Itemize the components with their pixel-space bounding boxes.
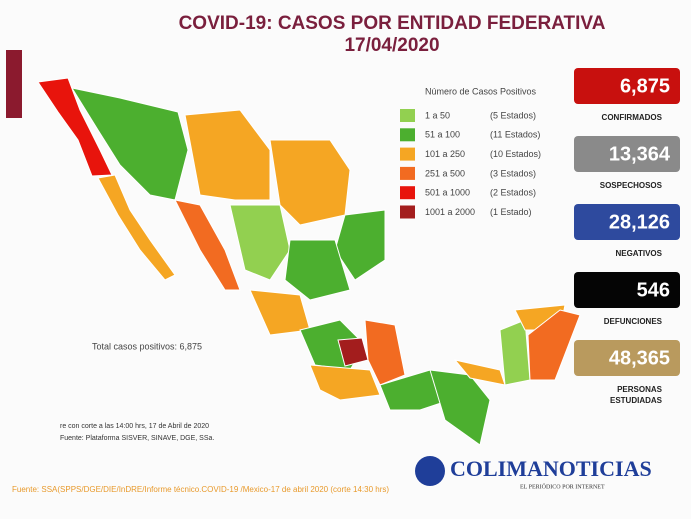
accent-bar — [6, 50, 22, 118]
logo-icon — [415, 456, 445, 486]
stat-label: SOSPECHOSOS — [600, 181, 663, 190]
stats: 6,875 CONFIRMADOS 13,364 SOSPECHOSOS 28,126 N… — [574, 68, 680, 405]
legend-count: (1 Estado) — [490, 207, 532, 217]
state — [429, 369, 491, 446]
legend-label: 501 a 1000 — [425, 188, 470, 198]
stat-value: 48,365 — [609, 347, 670, 369]
stat-value: 13,364 — [609, 143, 671, 165]
stat-label: DEFUNCIONES — [604, 317, 663, 326]
stat-value: 6,875 — [620, 75, 670, 97]
stat-box — [574, 340, 680, 376]
state — [364, 319, 406, 386]
legend: 1 a 50 (5 Estados) 51 a 100 (11 Estados) 101… — [400, 109, 541, 219]
legend-label: 1 a 50 — [425, 110, 450, 120]
map — [37, 77, 581, 446]
legend-count: (3 Estados) — [490, 168, 536, 178]
legend-label: 51 a 100 — [425, 130, 460, 140]
legend-swatch — [400, 205, 415, 219]
legend-label: 101 a 250 — [425, 149, 465, 159]
stat-label: PERSONAS — [617, 385, 663, 394]
state — [309, 364, 381, 401]
legend-count: (2 Estados) — [490, 188, 536, 198]
title: COVID-19: CASOS POR ENTIDAD FEDERATIVA — [179, 13, 606, 34]
legend-swatch — [400, 166, 415, 180]
state — [184, 109, 271, 201]
legend-count: (10 Estados) — [490, 149, 541, 159]
date: 17/04/2020 — [344, 35, 439, 56]
legend-label: 251 a 500 — [425, 168, 465, 178]
stat-box — [574, 136, 680, 172]
state — [527, 309, 581, 381]
stat-box — [574, 272, 680, 308]
stat-value: 28,126 — [609, 211, 670, 233]
legend-swatch — [400, 147, 415, 161]
legend-title: Número de Casos Positivos — [425, 86, 537, 96]
legend-swatch — [400, 186, 415, 200]
legend-count: (5 Estados) — [490, 110, 536, 120]
logo-tagline: EL PERIÓDICO POR INTERNET — [520, 482, 605, 490]
stat-box — [574, 68, 680, 104]
stat-label: NEGATIVOS — [615, 249, 662, 258]
stat-value: 546 — [637, 279, 670, 301]
stat-box — [574, 204, 680, 240]
state — [97, 174, 176, 281]
total: Total casos positivos: 6,875 — [92, 341, 202, 351]
legend-swatch — [400, 109, 415, 122]
state — [284, 239, 351, 301]
logo: COLIMANOTICIAS — [450, 456, 652, 481]
source: Fuente: SSA(SPPS/DGE/DIE/InDRE/Informe t… — [12, 485, 389, 494]
note: Fuente: Plataforma SISVER, SINAVE, DGE, … — [60, 435, 214, 442]
state — [174, 199, 241, 291]
legend-count: (11 Estados) — [490, 130, 540, 140]
stat-label: CONFIRMADOS — [602, 113, 663, 122]
state — [229, 204, 291, 281]
note: re con corte a las 14:00 hrs, 17 de Abri… — [60, 423, 209, 430]
stat-label: ESTUDIADAS — [610, 396, 663, 405]
legend-swatch — [400, 128, 415, 142]
legend-label: 1001 a 2000 — [425, 207, 475, 217]
